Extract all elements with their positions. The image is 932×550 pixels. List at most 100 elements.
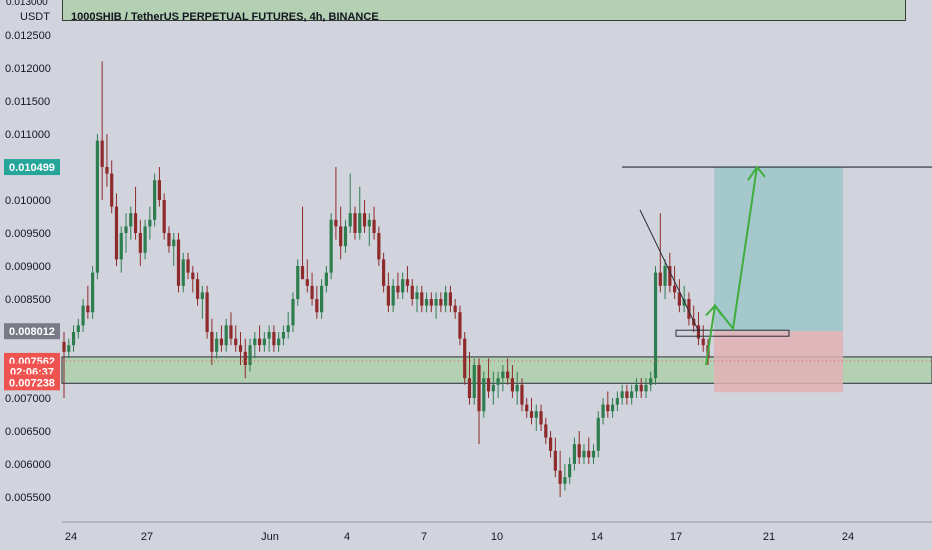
candle [529,398,534,425]
candle-body [219,338,224,346]
candle-body [143,226,147,253]
candle [386,272,390,313]
candle-body [420,292,424,306]
candle [348,173,352,233]
candle-body [200,292,204,299]
candle [563,464,567,491]
candle-body [105,167,109,174]
candle-body [71,332,76,346]
candle [448,285,452,313]
candle [181,252,185,293]
candle [382,252,386,293]
arrow-head-up-large [747,165,766,181]
x-tick-label: 17 [670,531,682,543]
candle [391,279,395,313]
candle-body [138,233,142,253]
candle-body [520,384,524,405]
x-axis[interactable]: 24 27 Jun 4 7 10 14 17 21 24 [62,521,932,543]
candle-body [339,226,343,247]
candle-body [224,325,228,346]
candle [124,213,128,253]
candle [620,384,624,405]
y-axis[interactable]: 0.0055000.0060000.0065000.0070000.007500… [5,30,51,504]
candle-body [129,213,133,227]
candle [148,206,152,240]
candle-body [76,325,80,332]
projected-path [705,166,758,366]
candle-body [463,338,467,379]
candle-body [257,338,262,346]
candle [315,285,319,319]
candle-body [458,312,462,339]
candle-body [334,219,338,227]
candle-body [410,285,414,299]
candle [496,371,500,398]
candle-body [486,378,491,392]
candle-body [510,378,515,392]
entry-box [675,329,790,337]
candle-body [639,384,643,392]
candle [572,437,577,471]
candle-body [439,299,443,306]
candle [339,206,343,260]
candle [153,173,157,227]
candle-body [491,384,495,392]
candle-body [673,285,677,293]
candle [491,371,495,405]
candle [582,444,586,464]
candle-body [467,378,472,398]
candle [176,233,181,293]
candle-body [453,305,457,313]
candle-body [310,285,314,299]
candle [634,378,639,398]
candle-body [701,338,705,346]
candle-body [234,338,238,346]
candle-body [281,332,286,339]
candle [272,325,276,352]
candle-body [620,391,624,398]
y-tick-label: 0.006500 [5,426,51,438]
candle [143,219,147,260]
candle-body [229,325,233,339]
candle-body [668,266,672,286]
candle [324,266,328,293]
candle [396,272,400,299]
candle-body [210,332,214,352]
candle [553,437,557,478]
x-tick-label: 24 [65,531,77,543]
candle [71,325,76,352]
price-label-text: 0.007238 [9,377,55,389]
candle [558,450,562,497]
candle [630,384,634,405]
candle [229,312,233,346]
candle-body [195,279,200,299]
candle-body [382,259,386,286]
candle [534,404,538,431]
candles-layer [62,61,710,497]
candle-body [444,292,448,306]
candle-body [343,226,348,247]
candle-body [424,299,429,306]
candle [262,332,266,352]
candle [410,279,414,306]
candle [191,266,195,293]
candle-body [300,266,305,280]
candle-body [558,470,562,484]
x-tick-label: 27 [141,531,153,543]
candle [253,332,257,359]
candle-body [320,285,324,313]
candle [649,371,653,392]
candle-body [506,371,510,379]
candle-body [529,411,534,418]
candle [439,292,443,313]
candle-body [568,464,572,478]
downtrend-line [639,209,700,333]
candle-body [353,213,357,233]
candle-body [119,233,123,260]
candle-body [110,173,114,207]
candle [601,398,605,425]
candle [172,233,176,266]
candle [420,285,424,313]
candle-body [391,285,395,306]
